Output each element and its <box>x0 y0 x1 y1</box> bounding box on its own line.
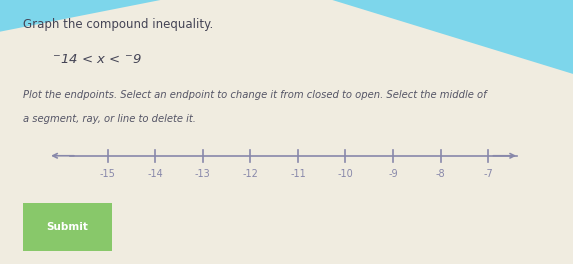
Text: -8: -8 <box>436 169 445 179</box>
Text: -14: -14 <box>147 169 163 179</box>
Text: Plot the endpoints. Select an endpoint to change it from closed to open. Select : Plot the endpoints. Select an endpoint t… <box>23 90 486 100</box>
Text: $^{-}$14 < x < $^{-}$9: $^{-}$14 < x < $^{-}$9 <box>52 53 142 66</box>
Text: -12: -12 <box>242 169 258 179</box>
Text: -11: -11 <box>290 169 306 179</box>
Text: -13: -13 <box>195 169 211 179</box>
FancyBboxPatch shape <box>16 200 119 254</box>
Polygon shape <box>201 0 573 74</box>
Text: a segment, ray, or line to delete it.: a segment, ray, or line to delete it. <box>23 114 196 124</box>
Text: -9: -9 <box>388 169 398 179</box>
Text: -7: -7 <box>483 169 493 179</box>
Text: -10: -10 <box>337 169 354 179</box>
Text: Submit: Submit <box>46 222 88 232</box>
Text: -15: -15 <box>100 169 116 179</box>
Polygon shape <box>0 0 160 32</box>
Text: Graph the compound inequality.: Graph the compound inequality. <box>23 18 213 31</box>
